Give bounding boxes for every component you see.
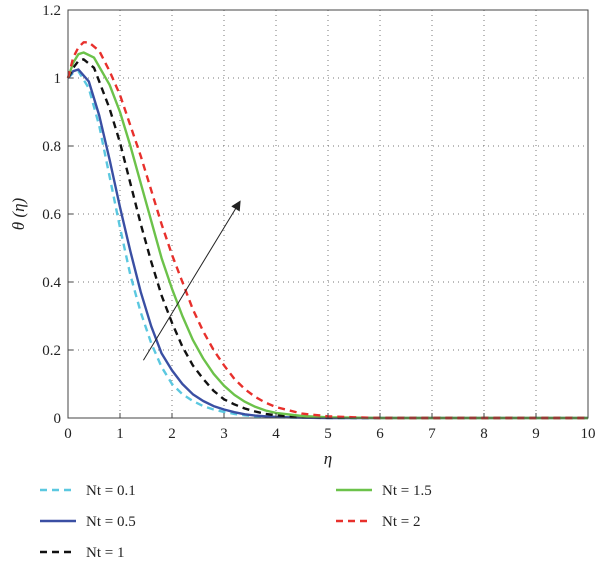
- x-axis-label: η: [324, 449, 332, 468]
- y-tick-label: 1: [54, 71, 62, 87]
- y-tick-label: 1.2: [42, 3, 61, 19]
- legend-label-0: Nt = 0.1: [86, 483, 136, 499]
- x-tick-label: 7: [428, 426, 436, 442]
- x-tick-label: 4: [272, 426, 280, 442]
- y-tick-label: 0.8: [42, 139, 61, 155]
- legend-label-1: Nt = 0.5: [86, 514, 136, 530]
- series-line-3: [66, 51, 588, 420]
- annotation-layer: [142, 200, 241, 361]
- x-tick-label: 8: [480, 426, 488, 442]
- y-tick-label: 0.2: [42, 343, 61, 359]
- x-tick-label: 2: [168, 426, 176, 442]
- series-layer: [66, 41, 588, 420]
- legend-label-4: Nt = 2: [382, 514, 420, 530]
- legend: Nt = 0.1 Nt = 0.5 Nt = 1 Nt = 1.5 Nt = 2: [40, 483, 432, 561]
- x-tick-label: 5: [324, 426, 332, 442]
- x-tick-label: 10: [581, 426, 596, 442]
- y-tick-label: 0: [54, 411, 62, 427]
- legend-label-3: Nt = 1.5: [382, 483, 432, 499]
- x-tick-label: 6: [376, 426, 384, 442]
- x-tick-label: 1: [116, 426, 124, 442]
- y-tick-label: 0.4: [42, 275, 61, 291]
- series-line-4: [66, 41, 588, 420]
- legend-label-2: Nt = 1: [86, 545, 124, 561]
- x-tick-label: 0: [64, 426, 72, 442]
- y-tick-label: 0.6: [42, 207, 61, 223]
- series-line-2: [66, 58, 588, 420]
- x-tick-label: 9: [532, 426, 540, 442]
- x-tick-label: 3: [220, 426, 228, 442]
- y-axis-label: θ (η): [9, 197, 28, 230]
- series-line-0: [67, 69, 588, 420]
- grid: [68, 10, 588, 418]
- trend-arrow: [142, 200, 241, 361]
- series-line-1: [67, 68, 588, 420]
- ticks: 0 1 2 3 4 5 6 7 8 9 10 0 0.2 0.4 0.6 0.8 1 1.2: [42, 3, 595, 442]
